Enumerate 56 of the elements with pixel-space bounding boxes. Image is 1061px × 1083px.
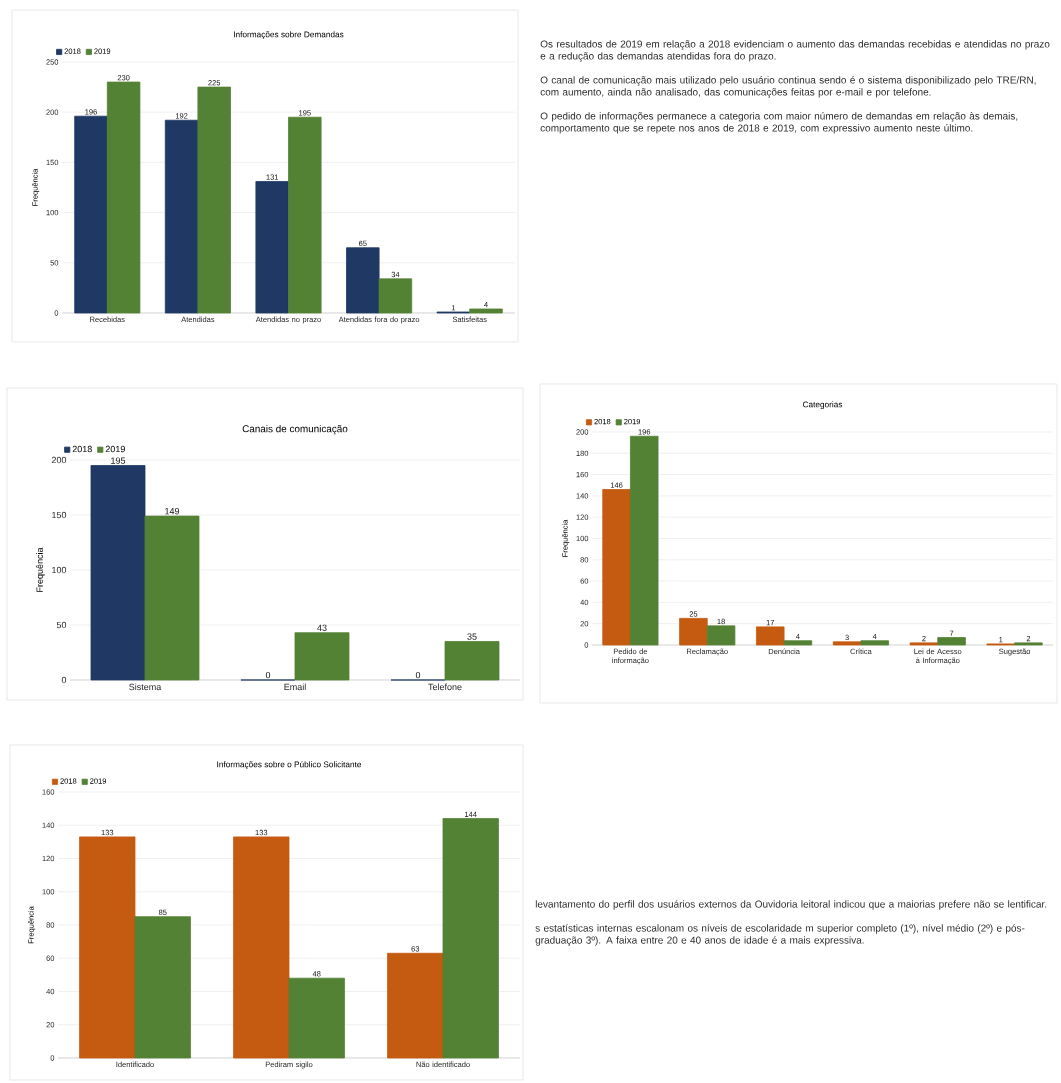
y-tick-label: 150 bbox=[52, 511, 67, 519]
data-label: 0 bbox=[415, 671, 421, 679]
bar bbox=[106, 81, 141, 314]
y-tick-label: 200 bbox=[51, 456, 67, 464]
data-label: 195 bbox=[111, 457, 126, 464]
bar bbox=[79, 836, 136, 1059]
data-label: 35 bbox=[467, 633, 477, 640]
x-tick-label: Telefone bbox=[428, 683, 462, 691]
bar bbox=[164, 119, 199, 314]
text: levantamento do perfil dos usuários externos da Ouvidoria leitoral indicou que a maiorias prefere não se lentificar. bbox=[535, 900, 1047, 910]
text: O canal de comunicação mais utilizado pelo usuário continua sendo é o sistema disponibilizado pelo TRE/RN, com aumento, ainda não analisado, das comunicações feitas por e-mail e por telefone. bbox=[540, 76, 1036, 98]
bar bbox=[288, 977, 345, 1059]
bar bbox=[294, 632, 350, 681]
bar bbox=[679, 617, 708, 646]
y-tick-label: 0 bbox=[61, 676, 67, 684]
bar bbox=[832, 641, 862, 646]
legend-label: 2018 bbox=[72, 445, 92, 453]
bar bbox=[90, 465, 146, 681]
x-tick-label: Sistema bbox=[129, 683, 162, 691]
bar bbox=[706, 625, 736, 646]
legend-label: 2019 bbox=[105, 445, 125, 453]
bar bbox=[378, 278, 413, 314]
bar bbox=[144, 515, 200, 681]
chart-title: Canais de comunicação bbox=[242, 425, 348, 435]
data-label: 0 bbox=[265, 671, 271, 679]
x-tick-label: Email bbox=[284, 683, 306, 691]
y-axis-title: Frequência bbox=[36, 547, 45, 592]
bar bbox=[1014, 642, 1043, 646]
bar bbox=[756, 626, 785, 646]
chart-title: Informações sobre o Público Solicitante bbox=[217, 761, 362, 769]
bar bbox=[937, 637, 966, 646]
bar bbox=[783, 640, 813, 646]
bar bbox=[442, 818, 499, 1059]
text: O pedido de informações permanece a categoria com maior número de demandas em relação às demais, comportamento que se repete nos anos de 2018 e 2019, com expressivo aumento neste último. bbox=[540, 112, 1018, 134]
text: s estatísticas internas escalonam os níveis de escolaridade m superior completo (1º), nível médio (2º) e pós-graduação 3º). A faixa entre 20 e 40 anos de idade é a mais expressiva. bbox=[535, 924, 1025, 946]
bar bbox=[134, 916, 191, 1059]
chart-title: Categorias bbox=[802, 401, 843, 409]
bar bbox=[469, 308, 503, 314]
bar bbox=[346, 247, 380, 314]
bar bbox=[197, 86, 231, 314]
text: Os resultados de 2019 em relação a 2018 evidenciam o aumento das demandas recebidas e atendidas no prazo e a redução das demandas atendidas fora do prazo. bbox=[540, 40, 1050, 62]
bar bbox=[860, 640, 889, 646]
chart-title: Informações sobre Demandas bbox=[234, 31, 344, 39]
bar bbox=[602, 489, 631, 646]
bar bbox=[909, 642, 939, 646]
bar bbox=[74, 115, 108, 314]
bar bbox=[255, 181, 289, 314]
y-tick-label: 100 bbox=[52, 566, 67, 574]
y-tick-label: 50 bbox=[56, 621, 67, 629]
bar bbox=[233, 836, 290, 1059]
data-label: 149 bbox=[165, 508, 180, 515]
bar bbox=[630, 435, 659, 646]
data-label: 43 bbox=[317, 624, 327, 631]
bar bbox=[288, 116, 322, 314]
bar bbox=[387, 952, 444, 1059]
bar bbox=[444, 641, 500, 681]
